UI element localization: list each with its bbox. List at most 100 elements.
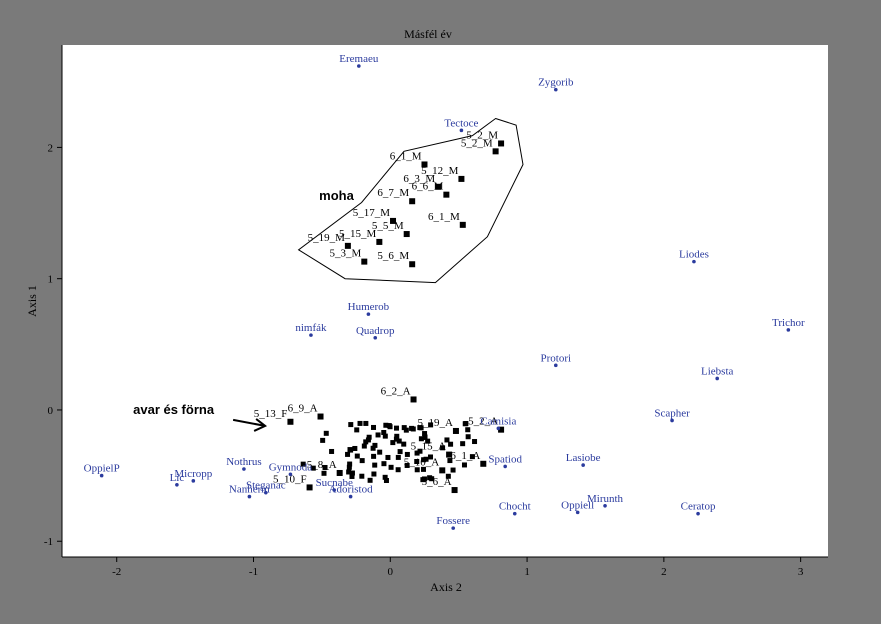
x-tick-label: -2: [112, 566, 121, 578]
cluster-point: [469, 454, 475, 460]
chart-title: Másfél év: [404, 27, 452, 41]
cluster-point: [370, 445, 376, 451]
cluster-point: [395, 467, 401, 473]
site-point: [336, 469, 343, 476]
cluster-point: [361, 443, 367, 449]
cluster-point: [422, 434, 428, 440]
site-point: [390, 217, 397, 224]
cluster-point: [395, 454, 401, 460]
species-label: Fossere: [436, 515, 470, 527]
cluster-point: [372, 442, 378, 448]
cluster-point: [417, 448, 423, 454]
site-point: [446, 451, 453, 458]
x-axis-label: Axis 2: [430, 580, 462, 594]
cluster-point: [359, 473, 365, 479]
moha-annotation: moha: [319, 188, 354, 203]
site-label: 5_10_F: [273, 473, 307, 485]
cluster-point: [390, 440, 396, 446]
site-label: 6_1_M: [428, 211, 460, 223]
cluster-point: [401, 425, 407, 431]
cluster-point: [347, 447, 353, 453]
species-label: Sucnabe: [316, 477, 353, 489]
cluster-point: [367, 477, 373, 483]
species-label: Ceratop: [681, 501, 716, 513]
species-label: Liebsta: [701, 365, 733, 377]
cluster-point: [377, 449, 383, 455]
site-point: [452, 427, 459, 434]
site-label: 5_13_F: [254, 408, 288, 420]
cluster-point: [414, 467, 420, 473]
cluster-point: [460, 441, 466, 447]
cluster-point: [365, 437, 371, 443]
cluster-point: [393, 436, 399, 442]
species-point: [242, 467, 246, 471]
species-point: [512, 511, 517, 516]
cluster-point: [461, 462, 467, 468]
cluster-point: [462, 421, 468, 427]
cluster-point: [346, 469, 352, 475]
species-point: [348, 494, 353, 499]
species-point: [553, 363, 558, 368]
cluster-point: [381, 429, 387, 435]
cluster-point: [429, 476, 435, 482]
y-tick-label: 0: [48, 405, 54, 417]
species-point: [288, 472, 293, 477]
species-point: [451, 526, 456, 530]
cluster-point: [422, 431, 428, 437]
cluster-point: [383, 478, 389, 484]
cluster-point: [450, 467, 456, 473]
species-label: Trichor: [772, 317, 805, 329]
species-label: Chocht: [499, 501, 531, 513]
moha-hull-group: [297, 117, 524, 284]
annotation-arrow-head: [253, 418, 268, 432]
cluster-point: [363, 439, 369, 445]
cluster-point: [320, 437, 326, 443]
site-label: 5_2_A: [468, 416, 498, 428]
site-point: [480, 460, 487, 467]
cluster-point: [354, 427, 360, 433]
species-point: [366, 312, 371, 316]
cluster-point: [404, 451, 410, 457]
site-label: 6_1_M: [390, 150, 422, 162]
cluster-point: [420, 466, 426, 472]
y-tick-label: -1: [44, 536, 53, 548]
species-point: [459, 128, 464, 133]
cluster-point: [418, 436, 424, 442]
site-label: 5_3_M: [330, 248, 362, 260]
cluster-point: [388, 464, 394, 470]
species-label: Steganac: [246, 480, 286, 492]
cluster-point: [363, 420, 369, 426]
species-point: [175, 482, 179, 487]
site-label: 6_6_M: [412, 181, 444, 193]
site-point: [287, 418, 294, 425]
species-point: [696, 511, 700, 516]
cluster-point: [345, 451, 351, 457]
site-point: [458, 175, 465, 182]
species-label: nimfák: [295, 322, 327, 334]
site-label: 5_15_A: [411, 441, 447, 453]
species-label: Gymnoda: [269, 461, 313, 473]
site-point: [498, 426, 505, 433]
site-label: 5_12_M: [421, 165, 459, 177]
species-point: [692, 259, 696, 264]
cluster-point: [359, 458, 365, 464]
x-tick-label: 1: [524, 566, 530, 578]
species-label: Lasiobe: [566, 452, 601, 464]
species-label: Protori: [541, 352, 572, 364]
cluster-point: [346, 464, 352, 470]
cluster-point: [323, 430, 329, 436]
cluster-point: [403, 427, 409, 433]
cluster-point: [394, 425, 400, 431]
species-point: [496, 426, 501, 431]
site-point: [451, 487, 458, 494]
annotation-arrow: [232, 418, 266, 427]
species-label: Oppiell: [561, 499, 594, 511]
site-point: [409, 198, 416, 205]
site-label: 6_7_M: [377, 187, 409, 199]
species-label: Nanherm: [229, 484, 270, 496]
annotations-group: moha avar és förna: [133, 188, 355, 432]
species-point: [357, 64, 361, 68]
species-label: Zygorib: [538, 77, 574, 89]
